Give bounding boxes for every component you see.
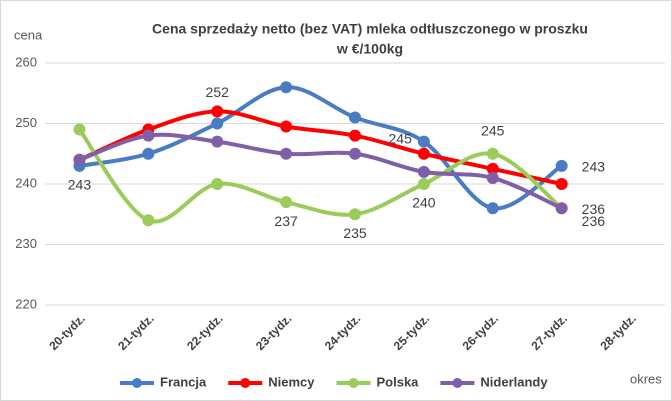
point [417,135,430,148]
y-tick-label: 240 [15,175,37,190]
point [73,153,86,166]
data-label: 252 [206,84,230,100]
y-tick-label: 260 [15,54,37,69]
point [211,178,224,190]
data-label: 235 [343,225,367,241]
point [486,147,499,160]
data-label: 243 [68,177,92,193]
point [349,208,361,221]
legend-marker [132,378,142,388]
y-tick-label: 230 [15,236,37,251]
point [486,171,499,184]
point [555,159,568,172]
y-tick-label: 250 [15,115,37,130]
legend-label: Francja [160,374,207,389]
point [417,165,430,178]
point [486,202,499,215]
data-label: 236 [582,213,606,229]
data-label: 236 [582,201,606,217]
point [73,123,86,136]
point [486,162,499,175]
data-label: 245 [389,130,413,146]
chart-title: Cena sprzedaży netto (bez VAT) mleka odt… [152,21,588,37]
point [142,147,155,160]
point [280,81,293,94]
data-label: 243 [582,159,606,175]
legend-marker [348,378,359,388]
x-axis-label: okres [630,371,662,386]
point [349,111,361,124]
point [211,117,224,130]
point [555,178,568,190]
legend-label: Niderlandy [480,374,548,389]
point [555,202,568,215]
point [280,147,293,160]
point [142,129,155,142]
point [211,135,224,148]
y-axis-label: cena [14,27,43,42]
legend-label: Polska [377,374,420,389]
point [142,214,155,227]
legend-marker [240,378,251,388]
point [417,147,430,160]
series-line [78,109,563,186]
point [280,196,293,209]
point [349,129,361,142]
y-tick-label: 220 [15,296,37,311]
legend-label: Niemcy [268,374,315,389]
point [349,147,361,160]
point [211,105,224,118]
point [280,120,293,133]
legend-marker [452,378,463,388]
chart-subtitle: w €/100kg [336,41,403,57]
point [417,178,430,190]
data-label: 240 [412,195,436,211]
data-label: 245 [481,122,505,138]
series-line [78,132,563,211]
data-label: 237 [274,213,298,229]
